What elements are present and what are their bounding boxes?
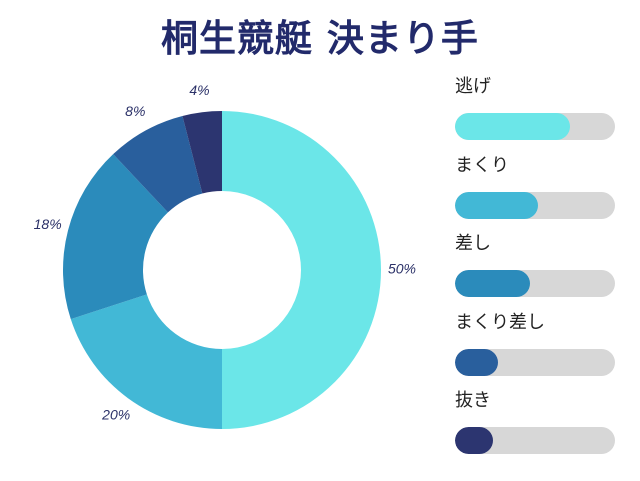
donut-slice-5 xyxy=(182,111,222,194)
legend-label: 差し xyxy=(455,233,491,254)
slice-percent-label: 4% xyxy=(189,82,209,98)
legend-bar-fill xyxy=(455,270,531,297)
legend-label: まくり xyxy=(455,154,509,176)
legend-bar-track xyxy=(455,113,615,140)
slice-percent-label: 8% xyxy=(125,103,145,119)
chart-title: 桐生競艇 決まり手 xyxy=(161,17,479,60)
legend: 逃げ まくり 差し まくり差し 抜き xyxy=(455,74,617,467)
donut-slice-2 xyxy=(70,294,222,429)
donut-slice-3 xyxy=(63,154,168,320)
legend-item: 抜き xyxy=(455,388,617,467)
donut-slice-4 xyxy=(113,115,203,213)
legend-item: まくり xyxy=(455,153,617,232)
legend-label: 抜き xyxy=(455,390,491,411)
legend-bar-track xyxy=(455,191,615,219)
slice-percent-label: 18% xyxy=(34,216,62,232)
legend-item: まくり差し xyxy=(455,310,617,389)
legend-label: まくり差し xyxy=(455,311,545,333)
legend-bar-fill xyxy=(455,191,539,219)
slice-percent-label: 20% xyxy=(101,406,130,422)
legend-item: 差し xyxy=(455,231,617,310)
slice-percent-label: 50% xyxy=(388,261,416,277)
donut-slice-1 xyxy=(222,111,381,429)
legend-bar-fill xyxy=(455,427,494,454)
legend-bar-fill xyxy=(455,113,571,140)
legend-bar-track xyxy=(455,348,615,376)
legend-bar-track xyxy=(455,270,615,297)
legend-bar-track xyxy=(455,427,615,454)
legend-label: 逃げ xyxy=(455,76,491,97)
legend-bar-fill xyxy=(455,348,499,376)
legend-item: 逃げ xyxy=(455,74,617,153)
